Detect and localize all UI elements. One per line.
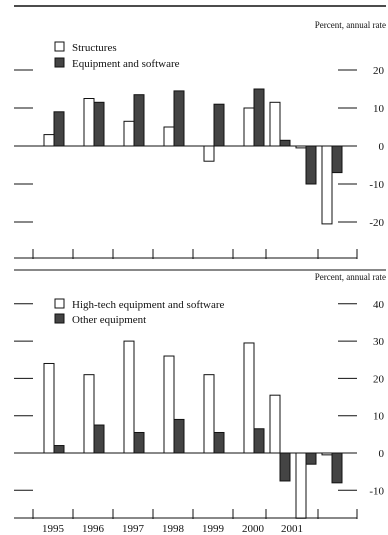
year-label: 1995	[42, 523, 65, 535]
legend-swatch-equipment-software	[54, 57, 65, 68]
lower-tick-label: 10	[373, 411, 385, 423]
lower-panel: Percent, annual rate High-tech equipment…	[14, 269, 386, 535]
legend-swatch-high-tech	[54, 298, 65, 309]
upper-panel: Percent, annual rate Structures Equipmen…	[14, 20, 386, 259]
legend-swatch-structures	[54, 41, 65, 52]
upper-bar-series2	[93, 101, 105, 147]
year-label: 1999	[202, 523, 225, 535]
legend-label-other-equipment: Other equipment	[72, 314, 146, 326]
lower-bar-series2	[93, 424, 105, 454]
year-label: 2001	[281, 523, 303, 535]
upper-bar-series1	[321, 145, 333, 225]
upper-bar-series1	[163, 126, 175, 147]
lower-bar-series1	[243, 342, 255, 454]
upper-bar-series1	[203, 145, 215, 162]
lower-bar-series2	[213, 431, 225, 454]
lower-bar-series1	[203, 374, 215, 454]
upper-tick-label: 0	[379, 141, 385, 153]
year-label: 2000	[242, 523, 265, 535]
lower-legend: High-tech equipment and software Other e…	[54, 298, 225, 326]
upper-bar-series1	[83, 98, 95, 147]
upper-bar-series2	[173, 90, 185, 147]
lower-tick-label: 40	[373, 299, 385, 311]
lower-bar-series2	[331, 452, 343, 484]
legend-label-structures: Structures	[72, 42, 117, 54]
lower-tick-label: -10	[369, 485, 384, 497]
upper-unit-label: Percent, annual rate	[315, 20, 386, 30]
year-labels: 1995 1996 1997 1998 1999 2000 2001	[42, 523, 303, 535]
lower-bar-series2	[173, 418, 185, 454]
upper-tick-label: -20	[369, 217, 384, 229]
upper-bar-series1	[243, 107, 255, 147]
lower-bar-series2	[305, 452, 317, 465]
upper-bar-series2	[133, 94, 145, 147]
upper-bar-series2	[305, 145, 317, 185]
upper-bar-series1	[269, 101, 281, 147]
upper-bar-series1	[123, 120, 135, 147]
year-label: 1998	[162, 523, 185, 535]
lower-bar-series2	[53, 445, 65, 454]
upper-bar-series2	[253, 88, 265, 147]
lower-year-ticks	[32, 509, 358, 519]
year-label: 1996	[82, 523, 105, 535]
upper-bar-series1	[43, 134, 55, 147]
year-label: 1997	[122, 523, 145, 535]
legend-label-high-tech: High-tech equipment and software	[72, 299, 225, 311]
upper-bar-series2	[279, 139, 291, 147]
lower-bar-series1	[163, 355, 175, 454]
upper-legend: Structures Equipment and software	[54, 41, 180, 70]
lower-bar-series1	[295, 452, 307, 519]
lower-tick-label: 20	[373, 373, 385, 385]
lower-unit-label: Percent, annual rate	[315, 272, 386, 282]
lower-bar-series1	[269, 394, 281, 454]
lower-bars	[43, 340, 343, 519]
lower-bar-series1	[83, 374, 95, 454]
lower-tick-label: 0	[379, 448, 385, 460]
legend-swatch-other-equipment	[54, 313, 65, 324]
lower-bar-series2	[279, 452, 291, 482]
upper-tick-label: 10	[373, 103, 385, 115]
lower-tick-labels: 40 30 20 10 0 -10	[369, 299, 384, 498]
upper-year-ticks	[32, 249, 358, 259]
lower-bar-series1	[123, 340, 135, 454]
upper-bar-series2	[53, 111, 65, 147]
upper-tick-labels: 20 10 0 -10 -20	[369, 65, 384, 229]
lower-bar-series2	[133, 431, 145, 454]
upper-tick-label: 20	[373, 65, 385, 77]
upper-bar-series2	[331, 145, 343, 174]
upper-bars	[43, 88, 343, 225]
lower-bar-series1	[43, 362, 55, 454]
legend-label-equipment-software: Equipment and software	[72, 58, 180, 70]
lower-bar-series2	[253, 428, 265, 454]
upper-bar-series2	[213, 103, 225, 147]
lower-tick-label: 30	[373, 336, 385, 348]
upper-tick-label: -10	[369, 179, 384, 191]
